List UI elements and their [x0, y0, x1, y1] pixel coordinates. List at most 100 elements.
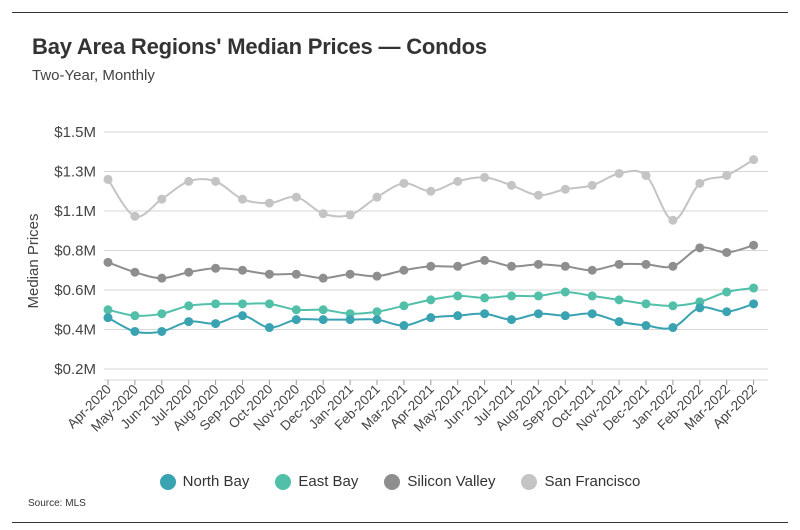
top-rule — [12, 12, 788, 13]
data-point-north-bay — [345, 315, 355, 325]
data-point-north-bay — [480, 309, 490, 319]
data-point-san-francisco — [641, 170, 651, 180]
legend-swatch — [159, 473, 176, 490]
data-point-silicon-valley — [453, 261, 463, 271]
data-point-silicon-valley — [238, 265, 247, 275]
data-point-north-bay — [533, 309, 543, 319]
data-point-east-bay — [426, 295, 436, 305]
data-point-silicon-valley — [587, 265, 597, 275]
legend-swatch — [275, 473, 292, 490]
y-axis-label: Median Prices — [25, 213, 42, 308]
data-point-east-bay — [238, 299, 247, 309]
data-point-san-francisco — [372, 192, 382, 202]
chart-title: Bay Area Regions' Median Prices — Condos — [32, 34, 487, 59]
legend-item-east-bay: East Bay — [275, 473, 358, 490]
data-point-san-francisco — [184, 176, 194, 186]
data-point-san-francisco — [211, 176, 221, 186]
data-point-north-bay — [749, 299, 759, 309]
data-point-east-bay — [211, 299, 221, 309]
data-point-silicon-valley — [318, 273, 328, 283]
data-point-silicon-valley — [749, 240, 759, 250]
chart-subtitle: Two-Year, Monthly — [32, 67, 155, 84]
data-point-silicon-valley — [668, 261, 678, 271]
data-point-silicon-valley — [103, 257, 113, 267]
data-point-san-francisco — [318, 209, 328, 219]
data-point-silicon-valley — [695, 243, 705, 253]
data-point-east-bay — [399, 301, 409, 311]
data-point-east-bay — [507, 291, 516, 301]
data-point-san-francisco — [533, 190, 543, 200]
data-point-silicon-valley — [157, 273, 167, 283]
y-tick-label: $0.8M — [54, 243, 96, 260]
bottom-rule — [12, 522, 788, 523]
data-point-san-francisco — [157, 194, 167, 204]
data-point-silicon-valley — [641, 259, 651, 269]
data-point-east-bay — [318, 305, 328, 315]
data-point-san-francisco — [426, 186, 436, 196]
data-point-san-francisco — [749, 155, 759, 165]
data-point-silicon-valley — [560, 261, 570, 271]
data-point-east-bay — [614, 295, 624, 305]
data-point-east-bay — [668, 301, 678, 311]
data-point-east-bay — [103, 305, 113, 315]
data-point-silicon-valley — [533, 259, 543, 269]
data-point-silicon-valley — [507, 261, 516, 271]
data-point-east-bay — [453, 291, 463, 301]
data-point-north-bay — [722, 307, 732, 317]
data-point-north-bay — [103, 313, 113, 323]
y-tick-label: $0.2M — [54, 361, 96, 378]
data-point-san-francisco — [560, 184, 570, 194]
data-point-san-francisco — [614, 168, 624, 178]
legend-label: San Francisco — [544, 473, 641, 490]
data-point-san-francisco — [695, 178, 705, 188]
y-tick-label: $1.3M — [54, 164, 96, 181]
data-point-north-bay — [560, 311, 570, 321]
y-tick-label: $0.6M — [54, 282, 96, 299]
data-point-san-francisco — [264, 198, 274, 208]
data-point-north-bay — [372, 315, 382, 325]
data-point-silicon-valley — [211, 263, 221, 273]
data-point-east-bay — [291, 305, 301, 315]
data-point-north-bay — [426, 313, 436, 323]
legend-label: East Bay — [298, 473, 359, 490]
data-point-north-bay — [238, 311, 247, 321]
data-point-north-bay — [641, 321, 651, 331]
y-tick-label: $1.5M — [54, 124, 96, 141]
source-note: Source: MLS — [28, 498, 86, 509]
legend-item-north-bay: North Bay — [159, 473, 249, 490]
data-point-north-bay — [399, 321, 409, 331]
data-point-san-francisco — [399, 178, 409, 188]
data-point-north-bay — [318, 315, 328, 325]
data-point-north-bay — [587, 309, 597, 319]
legend-item-silicon-valley: Silicon Valley — [384, 473, 495, 490]
data-point-east-bay — [560, 287, 570, 297]
legend-swatch — [384, 473, 401, 490]
data-point-san-francisco — [668, 215, 678, 225]
data-point-san-francisco — [103, 174, 113, 184]
data-point-san-francisco — [722, 170, 732, 180]
data-point-north-bay — [668, 323, 678, 333]
legend-label: Silicon Valley — [407, 473, 496, 490]
data-point-north-bay — [453, 311, 463, 321]
data-point-east-bay — [264, 299, 274, 309]
data-point-silicon-valley — [130, 267, 140, 277]
data-point-east-bay — [480, 293, 490, 303]
data-point-silicon-valley — [614, 259, 624, 269]
data-point-san-francisco — [238, 194, 247, 204]
legend-swatch — [521, 473, 538, 490]
data-point-silicon-valley — [345, 269, 355, 279]
data-point-north-bay — [291, 315, 301, 325]
data-point-north-bay — [614, 317, 624, 327]
data-point-east-bay — [157, 309, 167, 319]
data-point-east-bay — [184, 301, 194, 311]
data-point-east-bay — [587, 291, 597, 301]
y-tick-label: $1.1M — [54, 203, 96, 220]
data-point-east-bay — [749, 283, 759, 293]
data-point-san-francisco — [130, 211, 140, 221]
data-point-silicon-valley — [722, 247, 732, 257]
data-point-silicon-valley — [399, 265, 409, 275]
data-point-north-bay — [211, 319, 221, 329]
data-point-san-francisco — [345, 210, 355, 220]
data-point-san-francisco — [453, 176, 463, 186]
